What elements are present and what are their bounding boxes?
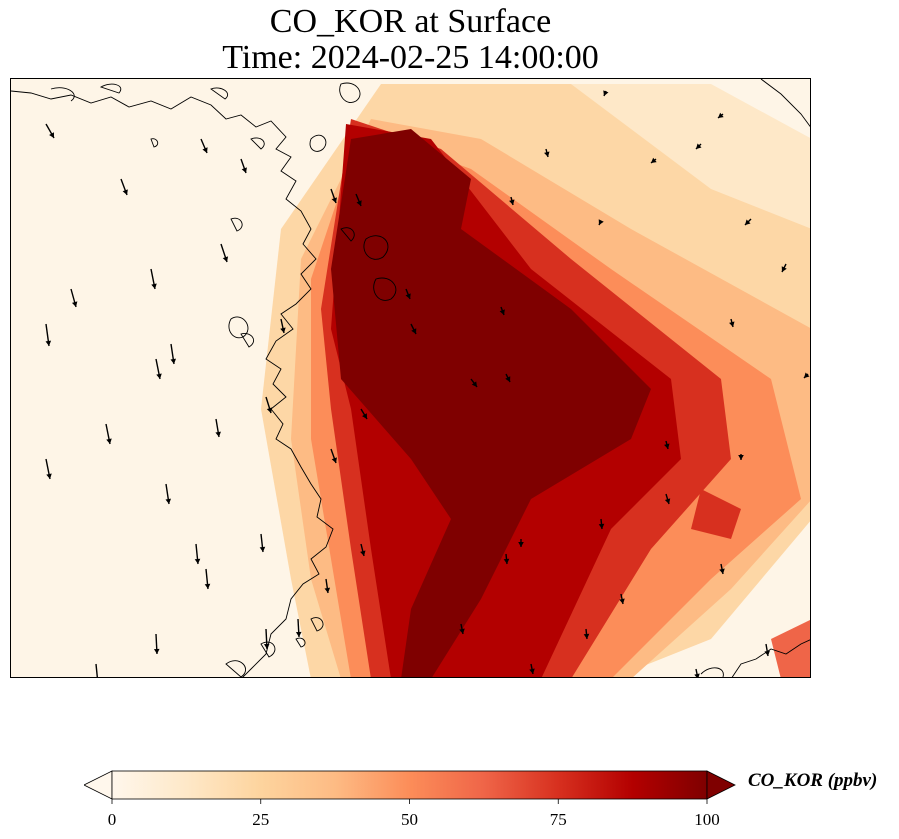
coastline-islands-1 (309, 82, 361, 152)
wind-vector-arrow (729, 318, 735, 328)
wind-vector-arrow (719, 563, 725, 575)
wind-vector-arrow (744, 218, 752, 226)
wind-vector-arrow (803, 372, 810, 379)
wind-vector-arrow (598, 219, 604, 226)
wind-vector-arrow (405, 288, 411, 300)
wind-vector-arrow (781, 263, 787, 273)
wind-vector-arrow (150, 268, 157, 290)
wind-vector-arrow (295, 618, 302, 638)
wind-vector-arrow (153, 633, 160, 655)
colorbar-ticks (111, 799, 708, 804)
wind-vector-arrow (220, 243, 229, 263)
wind-vector-arrow (598, 518, 605, 530)
wind-vector-arrow (360, 408, 368, 420)
wind-vector-arrow (459, 623, 465, 635)
colorbar-tick-label: 75 (549, 810, 567, 829)
wind-vector-arrow (155, 358, 162, 380)
colorbar-label: CO_KOR (ppbv) (748, 770, 878, 791)
wind-vector-arrow (95, 663, 99, 677)
coastline-east (700, 79, 810, 677)
wind-vector-arrow (650, 157, 657, 164)
coastlines (11, 79, 810, 677)
wind-vector-arrow (694, 668, 700, 677)
wind-vector-arrow (194, 543, 201, 565)
coastline-islands-3 (150, 138, 254, 348)
coastline-nw-islands (50, 83, 265, 150)
wind-vector-arrow (544, 148, 550, 158)
wind-vector-arrow (619, 593, 625, 605)
wind-vector-arrow (499, 306, 505, 316)
coastline-west (11, 90, 334, 677)
wind-vector-arrow (717, 112, 724, 119)
wind-vector-arrow (215, 418, 221, 438)
wind-vector-arrow (355, 193, 362, 207)
wind-vector-arrow (695, 143, 702, 150)
wind-vector-arrow (583, 628, 590, 640)
wind-vector-arrow (738, 454, 744, 460)
wind-vector-arrow (45, 123, 55, 139)
wind-vector-arrow (170, 343, 177, 365)
colorbar-min-extension (84, 770, 113, 800)
plume-light-ne (571, 84, 810, 229)
hotspot-south (771, 619, 810, 677)
wind-vector-arrow (330, 188, 337, 204)
wind-vector-arrow (505, 373, 511, 383)
colorbar-tick-label: 0 (107, 810, 117, 829)
wind-vectors (45, 90, 810, 677)
wind-vector-arrow (410, 323, 417, 335)
wind-vector-arrow (664, 440, 670, 450)
wind-vector-arrow (330, 448, 337, 464)
wind-vector-arrow (259, 533, 266, 553)
wind-vector-arrow (200, 138, 208, 154)
wind-vector-arrow (470, 378, 478, 388)
wind-vector-arrow (204, 568, 211, 590)
wind-vector-arrow (503, 553, 510, 565)
plot-title-line2: Time: 2024-02-25 14:00:00 (222, 39, 599, 76)
concentration-map (11, 79, 810, 677)
wind-vector-arrow (165, 483, 172, 505)
hotspot-east (691, 489, 741, 539)
wind-vector-arrow (105, 423, 112, 445)
wind-vector-arrow (509, 196, 515, 206)
plume-core (331, 129, 651, 677)
plot-title-line1: CO_KOR at Surface (269, 3, 552, 40)
wind-vector-arrow (120, 178, 128, 196)
wind-vector-arrow (45, 323, 52, 347)
colorbar (84, 770, 736, 804)
coastline-islands-2 (340, 227, 397, 301)
wind-vector-arrow (360, 543, 366, 557)
map-panel (10, 78, 811, 678)
colorbar-tick-label: 50 (401, 810, 418, 829)
wind-vector-arrow (240, 158, 247, 174)
colorbar-tick-label: 25 (252, 810, 270, 829)
coastline-south-islands (225, 617, 324, 677)
wind-vector-arrow (45, 458, 52, 480)
colorbar-max-arrow (706, 770, 736, 800)
wind-vector-arrow (324, 578, 331, 594)
wind-vector-arrow (764, 643, 770, 657)
wind-vector-arrow (70, 288, 78, 308)
colorbar-tick-label: 100 (694, 810, 720, 829)
wind-vector-arrow (664, 493, 671, 505)
wind-vector-arrow (263, 628, 270, 650)
concentration-field (261, 84, 810, 677)
wind-vector-arrow (529, 663, 535, 675)
wind-vector-arrow (518, 539, 524, 547)
wind-vector-arrow (280, 318, 286, 334)
wind-vector-arrow (603, 90, 609, 97)
colorbar-gradient (111, 770, 708, 800)
wind-vector-arrow (265, 396, 273, 414)
